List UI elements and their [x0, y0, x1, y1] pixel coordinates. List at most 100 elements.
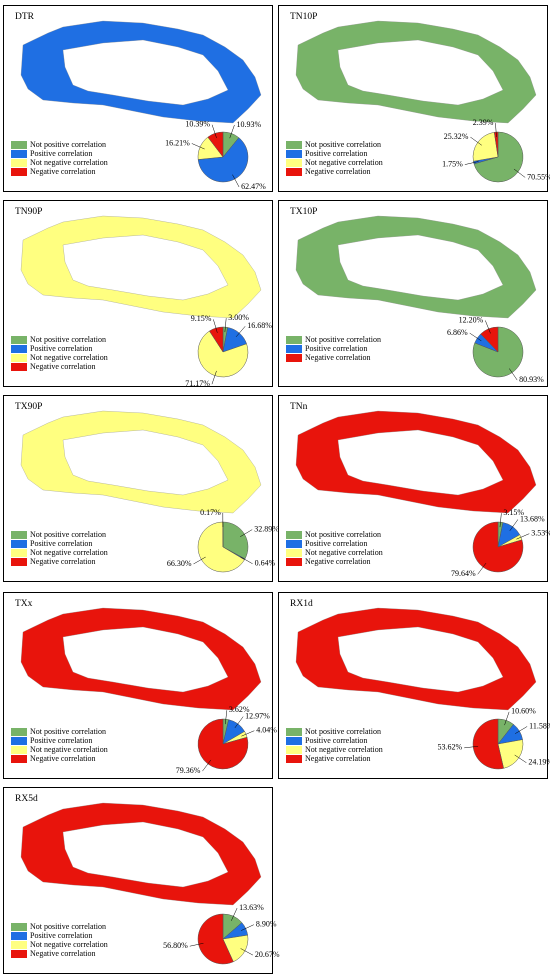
leader-line	[232, 174, 240, 188]
map-region	[20, 215, 262, 319]
leader-line	[514, 754, 527, 763]
legend-swatch	[11, 531, 27, 539]
map-region	[20, 410, 262, 514]
legend-swatch	[11, 141, 27, 149]
legend-swatch	[286, 336, 302, 344]
pie-label: 71.17%	[185, 379, 210, 388]
pie-label: 1.75%	[442, 159, 463, 168]
legend-label: Negative correlation	[30, 362, 96, 371]
legend-label: Positive correlation	[30, 736, 92, 745]
legend-swatch	[11, 728, 27, 736]
legend-swatch	[11, 363, 27, 371]
pie-label: 70.55%	[527, 172, 550, 181]
panel-title: TX10P	[290, 207, 317, 217]
legend-label: Not negative correlation	[30, 745, 108, 754]
legend-label: Not positive correlation	[30, 335, 106, 344]
map-region	[295, 215, 537, 319]
legend-swatch	[286, 728, 302, 736]
legend-label: Not positive correlation	[30, 727, 106, 736]
leader-line	[241, 730, 255, 737]
legend-label: Not negative correlation	[305, 548, 383, 557]
legend-swatch	[286, 345, 302, 353]
pie-label: 66.30%	[167, 559, 192, 568]
pie-label: 4.04%	[256, 726, 277, 735]
legend-label: Negative correlation	[30, 557, 96, 566]
pie-label: 13.63%	[239, 903, 264, 912]
pie-label: 79.64%	[451, 569, 476, 578]
legend-swatch	[11, 549, 27, 557]
pie-label: 79.36%	[176, 766, 201, 775]
leader-line	[509, 368, 518, 381]
pie-label: 80.93%	[519, 375, 544, 384]
pie-label: 56.80%	[163, 941, 188, 950]
leader-line	[504, 711, 510, 726]
legend-label: Negative correlation	[305, 557, 371, 566]
leader-line	[469, 332, 482, 342]
pie-label: 8.90%	[256, 920, 277, 929]
panel-title: TNn	[290, 402, 308, 412]
legend-swatch	[286, 746, 302, 754]
leader-line	[240, 948, 254, 956]
pie-label: 25.32%	[444, 132, 469, 141]
legend-label: Not positive correlation	[305, 727, 381, 736]
legend-label: Not positive correlation	[30, 140, 106, 149]
legend-swatch	[11, 540, 27, 548]
legend-label: Positive correlation	[305, 539, 367, 548]
legend-swatch	[286, 549, 302, 557]
pie-label: 16.21%	[165, 138, 190, 147]
leader-line	[202, 759, 212, 772]
leader-line	[485, 320, 491, 334]
legend-swatch	[11, 923, 27, 931]
leader-line	[240, 556, 253, 564]
legend-swatch	[286, 150, 302, 158]
leader-line	[464, 161, 479, 165]
map-region	[295, 20, 537, 124]
legend-label: Positive correlation	[30, 149, 92, 158]
panel-title: DTR	[15, 12, 35, 22]
legend-swatch	[11, 746, 27, 754]
pie-label: 3.15%	[503, 508, 524, 517]
pie-label: 24.19%	[528, 758, 550, 767]
pie-label: 6.86%	[447, 328, 468, 337]
map-region	[20, 802, 262, 906]
leader-line	[211, 124, 217, 139]
legend-swatch	[286, 141, 302, 149]
pie-label: 62.47%	[241, 182, 266, 191]
pie-label: 12.97%	[245, 711, 270, 720]
legend-label: Negative correlation	[30, 949, 96, 958]
pie-label: 0.64%	[255, 559, 276, 568]
legend-swatch	[286, 354, 302, 362]
panel-title: RX5d	[15, 794, 38, 804]
pie-label: 11.58%	[529, 721, 550, 730]
legend-swatch	[11, 336, 27, 344]
legend-label: Positive correlation	[305, 736, 367, 745]
pie-label: 9.15%	[191, 314, 212, 323]
pie-label: 10.60%	[511, 707, 536, 716]
leader-line	[240, 529, 253, 537]
legend-swatch	[286, 755, 302, 763]
legend-label: Positive correlation	[30, 539, 92, 548]
legend-label: Not negative correlation	[30, 548, 108, 557]
legend-label: Positive correlation	[30, 931, 92, 940]
pie-label: 3.00%	[228, 313, 249, 322]
legend-swatch	[11, 941, 27, 949]
panel-title: TXx	[15, 599, 33, 609]
legend-label: Negative correlation	[305, 167, 371, 176]
panel-title: TN90P	[15, 207, 42, 217]
leader-line	[477, 562, 487, 575]
map-region	[295, 410, 537, 514]
leader-line	[470, 136, 482, 146]
legend-swatch	[286, 737, 302, 745]
leader-line	[235, 326, 246, 338]
legend-swatch	[11, 950, 27, 958]
legend-label: Not negative correlation	[30, 158, 108, 167]
leader-line	[189, 942, 204, 947]
leader-line	[513, 168, 526, 178]
leader-line	[495, 123, 497, 138]
